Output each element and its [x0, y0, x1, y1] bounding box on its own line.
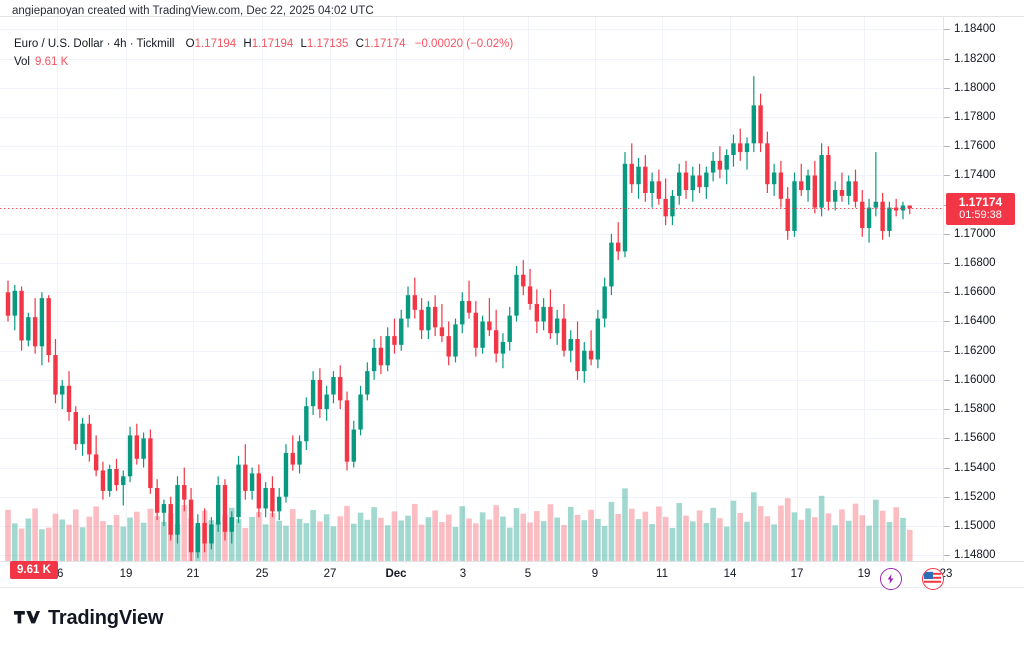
time-tick-label: 14	[723, 568, 737, 580]
price-tick-label: 1.15600	[954, 432, 996, 445]
price-tick-dash	[944, 526, 950, 527]
price-scale[interactable]: 1.17174 01:59:38 1.18400 1.18200 1.18000 1.…	[944, 16, 1024, 561]
price-tick-label: 1.16000	[954, 373, 996, 386]
current-price-line	[0, 208, 943, 209]
price-tick-dash	[944, 438, 950, 439]
price-tick-label: 1.14800	[954, 549, 996, 562]
us-flag-icon[interactable]	[922, 568, 944, 590]
chart-gridlines	[0, 17, 943, 561]
price-tick-label: 1.16800	[954, 257, 996, 270]
lightning-bolt-icon[interactable]	[880, 568, 902, 590]
volume-badge: 9.61 K	[10, 561, 58, 579]
time-tick-label: 25	[255, 568, 269, 580]
price-tick-dash	[944, 497, 950, 498]
price-tick-dash	[944, 409, 950, 410]
price-tick-label: 1.15200	[954, 490, 996, 503]
time-tick-label: 9	[591, 568, 599, 580]
price-tick-label: 1.17000	[954, 227, 996, 240]
price-tick-dash	[944, 234, 950, 235]
time-tick-label: 5	[524, 568, 532, 580]
time-tick-label: 21	[186, 568, 200, 580]
price-tick-label: 1.18000	[954, 81, 996, 94]
time-scale[interactable]: 1619212527Dec3591114171923	[0, 561, 1024, 588]
price-tick-dash	[944, 175, 950, 176]
price-tick-dash	[944, 292, 950, 293]
chart-frame: Euro / U.S. Dollar · 4h · Tickmill O1.17…	[0, 16, 1024, 590]
price-tick-dash	[944, 263, 950, 264]
price-tick-label: 1.16200	[954, 344, 996, 357]
time-tick-label: 11	[656, 568, 668, 580]
candlestick-series	[5, 76, 913, 561]
price-tick-label: 1.16400	[954, 315, 996, 328]
price-tick-dash	[944, 146, 950, 147]
current-price-value: 1.17174	[958, 195, 1003, 210]
current-price-badge: 1.17174 01:59:38	[946, 193, 1015, 226]
price-tick-dash	[944, 380, 950, 381]
chart-plot-area[interactable]	[0, 16, 944, 561]
attribution-text: angiepanoyan created with TradingView.co…	[12, 5, 374, 17]
tradingview-wordmark: TradingView	[48, 607, 164, 629]
price-tick-label: 1.17800	[954, 111, 996, 124]
footer: TradingView	[0, 587, 1024, 662]
price-tick-label: 1.17400	[954, 169, 996, 182]
price-tick-dash	[944, 117, 950, 118]
time-tick-label: 17	[790, 568, 804, 580]
price-tick-dash	[944, 29, 950, 30]
price-tick-dash	[944, 88, 950, 89]
price-tick-dash	[944, 59, 950, 60]
time-tick-label: 19	[119, 568, 133, 580]
bar-countdown: 01:59:38	[959, 209, 1002, 222]
price-tick-label: 1.18200	[954, 52, 996, 65]
price-tick-label: 1.15400	[954, 461, 996, 474]
price-tick-dash	[944, 321, 950, 322]
time-tick-label: 19	[857, 568, 871, 580]
tradingview-logo: TradingView	[14, 607, 163, 630]
price-tick-label: 1.17600	[954, 140, 996, 153]
time-tick-label: 3	[459, 568, 467, 580]
price-tick-label: 1.15000	[954, 519, 996, 532]
price-tick-label: 1.18400	[954, 23, 996, 36]
tradingview-mark-icon	[14, 610, 40, 623]
time-tick-label: Dec	[385, 568, 407, 580]
price-tick-dash	[944, 468, 950, 469]
price-tick-dash	[944, 351, 950, 352]
price-tick-label: 1.16600	[954, 286, 996, 299]
time-tick-label: 27	[323, 568, 337, 580]
price-tick-label: 1.15800	[954, 403, 996, 416]
price-tick-dash	[944, 555, 950, 556]
